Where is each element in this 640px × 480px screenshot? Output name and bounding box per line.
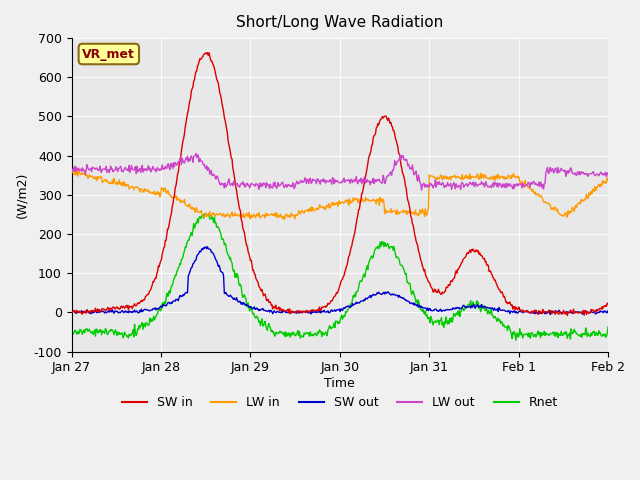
Y-axis label: (W/m2): (W/m2) bbox=[15, 172, 28, 218]
Title: Short/Long Wave Radiation: Short/Long Wave Radiation bbox=[236, 15, 444, 30]
Legend: SW in, LW in, SW out, LW out, Rnet: SW in, LW in, SW out, LW out, Rnet bbox=[117, 391, 563, 414]
X-axis label: Time: Time bbox=[324, 377, 355, 390]
Text: VR_met: VR_met bbox=[83, 48, 135, 60]
